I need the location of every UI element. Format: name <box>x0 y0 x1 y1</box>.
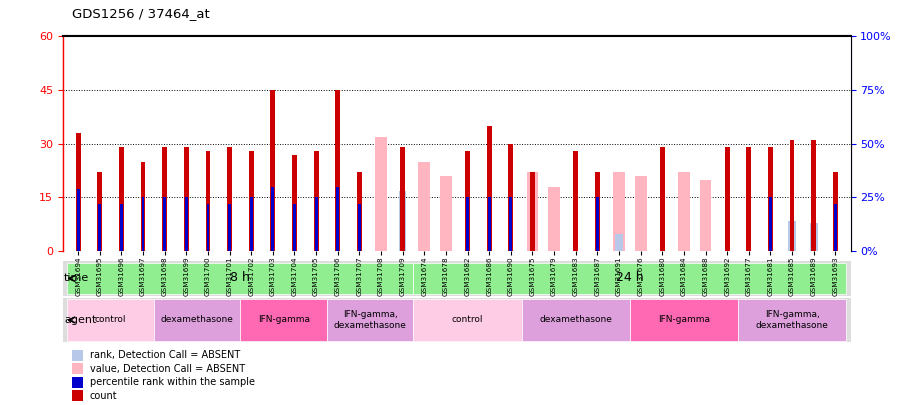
Bar <box>327 299 413 341</box>
Text: percentile rank within the sample: percentile rank within the sample <box>90 377 255 387</box>
Bar <box>68 299 154 341</box>
Bar <box>465 151 470 251</box>
Bar <box>596 198 599 251</box>
Bar <box>616 234 623 251</box>
Text: control: control <box>94 315 126 324</box>
Bar <box>573 151 578 251</box>
Bar <box>141 198 145 251</box>
Text: dexamethasone: dexamethasone <box>539 315 612 324</box>
Bar <box>184 198 188 251</box>
Bar <box>399 191 407 251</box>
Text: GDS1256 / 37464_at: GDS1256 / 37464_at <box>72 7 210 20</box>
Bar <box>738 299 846 341</box>
Bar <box>375 136 387 251</box>
Bar <box>120 204 122 251</box>
Bar <box>768 147 773 251</box>
Bar <box>699 179 712 251</box>
Bar <box>466 198 469 251</box>
Text: control: control <box>452 315 483 324</box>
Bar <box>530 173 535 251</box>
Bar <box>314 151 319 251</box>
Bar <box>810 223 817 251</box>
Bar <box>833 173 838 251</box>
Bar <box>789 140 795 251</box>
Bar <box>184 147 189 251</box>
Bar <box>292 154 297 251</box>
Bar <box>634 176 646 251</box>
Bar <box>163 198 166 251</box>
Text: 8 h: 8 h <box>230 271 250 284</box>
Bar <box>336 90 340 251</box>
Bar <box>271 90 275 251</box>
Bar <box>660 147 665 251</box>
Bar <box>272 187 274 251</box>
Text: IFN-gamma: IFN-gamma <box>257 315 310 324</box>
Bar <box>509 198 512 251</box>
Bar <box>613 173 625 251</box>
Bar <box>250 198 253 251</box>
Text: 24 h: 24 h <box>616 271 644 284</box>
Bar <box>248 151 254 251</box>
Bar <box>337 187 339 251</box>
Bar <box>418 162 430 251</box>
Bar <box>162 147 167 251</box>
Bar <box>526 173 538 251</box>
Bar <box>548 187 560 251</box>
Text: count: count <box>90 390 118 401</box>
Text: dexamethasone: dexamethasone <box>161 315 234 324</box>
Bar <box>68 263 413 294</box>
Bar <box>413 299 522 341</box>
Bar <box>358 204 361 251</box>
Bar <box>508 144 513 251</box>
Bar <box>488 198 490 251</box>
Bar <box>315 198 318 251</box>
Bar <box>98 204 101 251</box>
Bar <box>76 189 79 251</box>
Bar <box>769 198 772 251</box>
Text: rank, Detection Call = ABSENT: rank, Detection Call = ABSENT <box>90 350 240 360</box>
Text: IFN-gamma: IFN-gamma <box>658 315 710 324</box>
Bar <box>240 299 327 341</box>
Bar <box>678 173 690 251</box>
Bar <box>487 126 491 251</box>
Bar <box>522 299 630 341</box>
Bar <box>140 162 146 251</box>
Text: value, Detection Call = ABSENT: value, Detection Call = ABSENT <box>90 364 245 374</box>
Bar <box>205 151 211 251</box>
Bar <box>76 133 80 251</box>
Bar <box>357 173 362 251</box>
Bar <box>788 221 796 251</box>
Bar <box>630 299 738 341</box>
Text: time: time <box>64 273 89 283</box>
Bar <box>227 147 232 251</box>
Bar <box>746 147 751 251</box>
Text: agent: agent <box>64 315 96 325</box>
Text: IFN-gamma,
dexamethasone: IFN-gamma, dexamethasone <box>756 310 829 330</box>
Text: IFN-gamma,
dexamethasone: IFN-gamma, dexamethasone <box>334 310 407 330</box>
Bar <box>229 204 231 251</box>
Bar <box>413 263 846 294</box>
Bar <box>595 173 599 251</box>
Bar <box>97 173 103 251</box>
Bar <box>293 204 296 251</box>
Bar <box>154 299 240 341</box>
Bar <box>834 204 837 251</box>
Bar <box>724 147 730 251</box>
Bar <box>811 140 816 251</box>
Bar <box>119 147 124 251</box>
Bar <box>440 176 452 251</box>
Bar <box>400 147 405 251</box>
Bar <box>206 204 210 251</box>
